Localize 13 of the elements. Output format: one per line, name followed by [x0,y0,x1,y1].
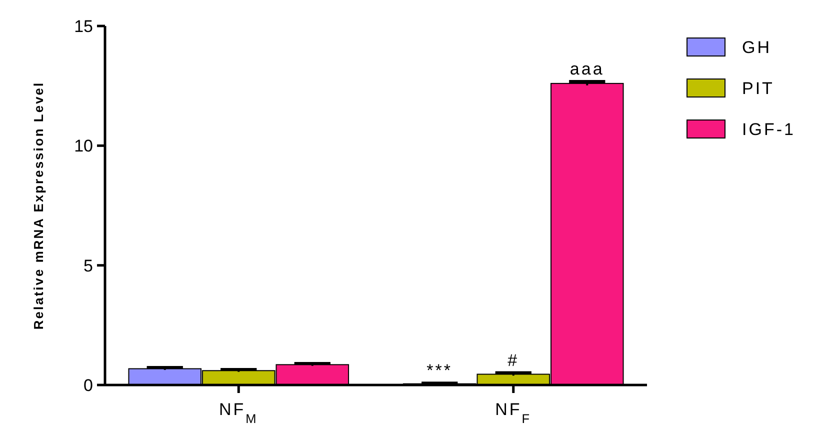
y-tick-label: 0 [84,376,93,395]
legend-label: IGF-1 [742,120,796,139]
y-axis-title: Relative mRNA Expression Level [31,81,46,330]
legend-label: PIT [742,78,774,98]
data-label: # [508,350,520,370]
legend-label: GH [742,38,772,57]
y-tick-label: 10 [74,136,93,156]
data-label: *** [426,361,453,380]
y-tick-label: 15 [74,16,93,36]
x-tick-label: NF$_{M}$ [218,400,258,426]
x-tick-label: NF$_{F}$ [495,400,532,426]
y-tick-label: 5 [84,256,93,276]
data-label: aaa [570,60,604,79]
